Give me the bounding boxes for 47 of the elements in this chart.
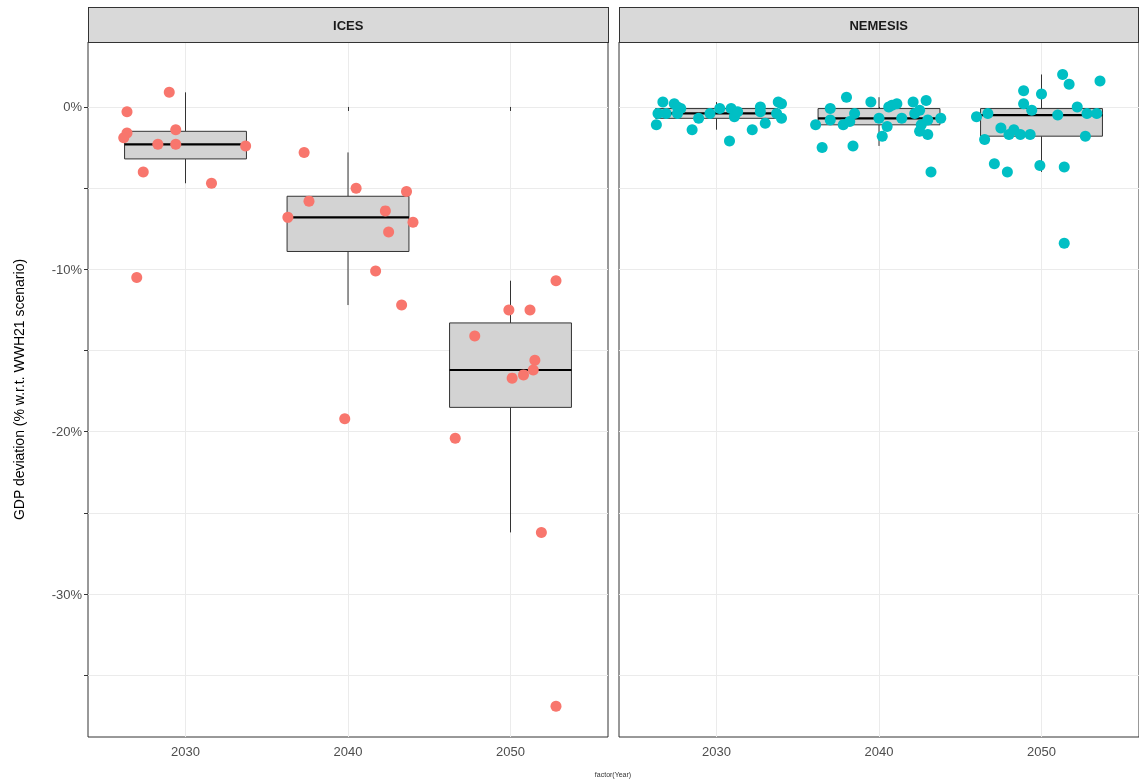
- point: [379, 205, 391, 217]
- point: [383, 226, 395, 238]
- point: [170, 138, 182, 150]
- point: [401, 185, 412, 197]
- point: [163, 86, 175, 98]
- point: [449, 432, 461, 444]
- point: [152, 138, 164, 150]
- point: [407, 216, 419, 228]
- point: [370, 265, 382, 277]
- point: [503, 304, 515, 316]
- point: [298, 146, 310, 158]
- point: [469, 330, 481, 342]
- point: [206, 177, 217, 189]
- point: [550, 700, 562, 712]
- point: [529, 354, 541, 366]
- y-tick-label: 0%: [63, 99, 83, 115]
- point: [137, 166, 149, 178]
- point: [170, 124, 182, 136]
- x-tick-label: 2030: [171, 744, 200, 759]
- x-tick-label: 2050: [496, 744, 525, 759]
- header-strip: NEMESIS: [618, 7, 1139, 43]
- x-tick-label: 2030: [701, 744, 731, 759]
- point: [506, 372, 518, 384]
- x-tick-label: 2040: [864, 744, 893, 759]
- x-tick-label: 2040: [333, 744, 363, 759]
- chart-title: ICES: [333, 17, 364, 33]
- chart-title: NEMESIS: [849, 17, 908, 33]
- y-tick-label: -20%: [51, 424, 83, 440]
- header-strip: ICES: [88, 7, 609, 43]
- point: [303, 195, 315, 207]
- point: [518, 369, 529, 381]
- point: [527, 364, 539, 376]
- point: [282, 211, 294, 223]
- point: [121, 106, 133, 118]
- point: [240, 140, 252, 152]
- y-tick-label: -10%: [51, 261, 83, 277]
- point: [118, 132, 130, 144]
- y-axis-title: GDP deviation (% w.r.t. WWH21 scenario): [11, 258, 27, 521]
- x-tick-label: 2050: [1026, 744, 1056, 759]
- point: [396, 299, 408, 311]
- point: [550, 275, 562, 287]
- point: [524, 304, 536, 316]
- point: [535, 526, 547, 538]
- point: [131, 271, 143, 283]
- point: [350, 182, 362, 194]
- y-tick-label: -30%: [51, 586, 83, 602]
- point: [339, 413, 351, 425]
